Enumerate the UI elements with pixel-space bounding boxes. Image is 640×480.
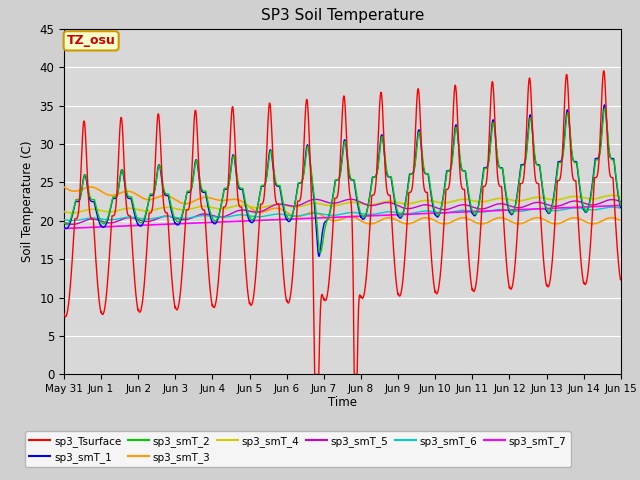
sp3_smT_7 bbox=[60, 226, 68, 231]
sp3_smT_6 bbox=[584, 206, 591, 212]
sp3_Tsurface bbox=[584, 275, 591, 281]
sp3_Tsurface bbox=[371, 190, 379, 195]
sp3_smT_2 bbox=[617, 203, 625, 209]
Legend: sp3_Tsurface, sp3_smT_1, sp3_smT_2, sp3_smT_3, sp3_smT_4, sp3_smT_5, sp3_smT_6, : sp3_Tsurface, sp3_smT_1, sp3_smT_2, sp3_… bbox=[25, 432, 571, 467]
sp3_smT_7 bbox=[568, 204, 575, 210]
sp3_smT_6 bbox=[568, 205, 575, 211]
sp3_Tsurface bbox=[311, 372, 319, 377]
Text: TZ_osu: TZ_osu bbox=[67, 35, 116, 48]
Line: sp3_smT_4: sp3_smT_4 bbox=[64, 195, 621, 213]
sp3_Tsurface bbox=[600, 68, 607, 74]
Line: sp3_smT_7: sp3_smT_7 bbox=[64, 205, 621, 228]
sp3_smT_2 bbox=[359, 214, 367, 220]
sp3_smT_7 bbox=[504, 207, 512, 213]
sp3_smT_2 bbox=[584, 208, 591, 214]
sp3_smT_1 bbox=[371, 174, 379, 180]
sp3_smT_1 bbox=[60, 224, 68, 229]
sp3_smT_2 bbox=[317, 250, 324, 255]
sp3_Tsurface bbox=[504, 279, 512, 285]
sp3_smT_1 bbox=[359, 216, 367, 222]
sp3_smT_6 bbox=[60, 217, 68, 223]
sp3_smT_4 bbox=[608, 192, 616, 198]
sp3_smT_7 bbox=[583, 204, 591, 210]
sp3_smT_4 bbox=[359, 201, 367, 207]
sp3_smT_4 bbox=[216, 206, 223, 212]
sp3_Tsurface bbox=[617, 276, 625, 282]
sp3_smT_4 bbox=[371, 202, 379, 207]
sp3_smT_2 bbox=[371, 174, 379, 180]
sp3_smT_3 bbox=[371, 220, 378, 226]
sp3_smT_6 bbox=[216, 215, 223, 220]
sp3_smT_4 bbox=[60, 209, 68, 215]
Y-axis label: Soil Temperature (C): Soil Temperature (C) bbox=[21, 141, 34, 263]
sp3_smT_3 bbox=[358, 219, 366, 225]
sp3_smT_3 bbox=[60, 184, 68, 190]
sp3_smT_7 bbox=[617, 203, 625, 208]
sp3_smT_6 bbox=[69, 218, 77, 224]
sp3_smT_3 bbox=[617, 218, 625, 224]
sp3_smT_1 bbox=[617, 204, 625, 210]
sp3_Tsurface bbox=[216, 267, 223, 273]
sp3_Tsurface bbox=[60, 311, 68, 317]
sp3_smT_5 bbox=[568, 198, 576, 204]
sp3_smT_4 bbox=[568, 193, 575, 199]
sp3_smT_1 bbox=[216, 211, 223, 217]
Line: sp3_smT_3: sp3_smT_3 bbox=[64, 187, 621, 224]
sp3_smT_4 bbox=[504, 196, 512, 202]
sp3_Tsurface bbox=[568, 167, 575, 172]
sp3_smT_5 bbox=[347, 196, 355, 202]
sp3_smT_1 bbox=[504, 205, 512, 211]
sp3_smT_5 bbox=[505, 203, 513, 208]
Line: sp3_smT_6: sp3_smT_6 bbox=[64, 207, 621, 221]
sp3_smT_5 bbox=[584, 201, 591, 207]
sp3_smT_2 bbox=[568, 148, 575, 154]
sp3_smT_3 bbox=[583, 219, 591, 225]
sp3_smT_4 bbox=[584, 195, 591, 201]
sp3_smT_1 bbox=[601, 102, 609, 108]
sp3_smT_5 bbox=[216, 214, 223, 220]
sp3_smT_1 bbox=[584, 208, 591, 214]
sp3_smT_5 bbox=[69, 221, 77, 227]
sp3_smT_7 bbox=[371, 213, 378, 218]
sp3_smT_1 bbox=[316, 253, 323, 259]
X-axis label: Time: Time bbox=[328, 396, 357, 408]
sp3_smT_5 bbox=[60, 219, 68, 225]
sp3_smT_5 bbox=[617, 199, 625, 204]
sp3_smT_3 bbox=[504, 217, 512, 223]
sp3_smT_7 bbox=[216, 219, 223, 225]
sp3_smT_2 bbox=[601, 105, 609, 111]
sp3_smT_6 bbox=[371, 211, 379, 217]
sp3_smT_4 bbox=[69, 210, 77, 216]
sp3_smT_2 bbox=[60, 219, 68, 225]
sp3_smT_4 bbox=[617, 194, 625, 200]
sp3_smT_6 bbox=[617, 205, 625, 211]
sp3_smT_6 bbox=[608, 204, 616, 210]
Line: sp3_smT_5: sp3_smT_5 bbox=[64, 199, 621, 224]
sp3_smT_3 bbox=[568, 215, 575, 221]
Line: sp3_Tsurface: sp3_Tsurface bbox=[64, 71, 621, 374]
sp3_smT_5 bbox=[371, 202, 379, 208]
sp3_smT_3 bbox=[589, 221, 596, 227]
Line: sp3_smT_1: sp3_smT_1 bbox=[64, 105, 621, 256]
sp3_smT_5 bbox=[359, 200, 367, 206]
sp3_smT_2 bbox=[504, 203, 512, 209]
sp3_smT_3 bbox=[216, 197, 223, 203]
sp3_smT_6 bbox=[504, 207, 512, 213]
sp3_smT_1 bbox=[568, 151, 575, 157]
sp3_smT_7 bbox=[358, 213, 366, 219]
Line: sp3_smT_2: sp3_smT_2 bbox=[64, 108, 621, 252]
sp3_Tsurface bbox=[359, 295, 367, 301]
Title: SP3 Soil Temperature: SP3 Soil Temperature bbox=[260, 9, 424, 24]
sp3_smT_2 bbox=[216, 210, 223, 216]
sp3_smT_6 bbox=[359, 211, 367, 216]
